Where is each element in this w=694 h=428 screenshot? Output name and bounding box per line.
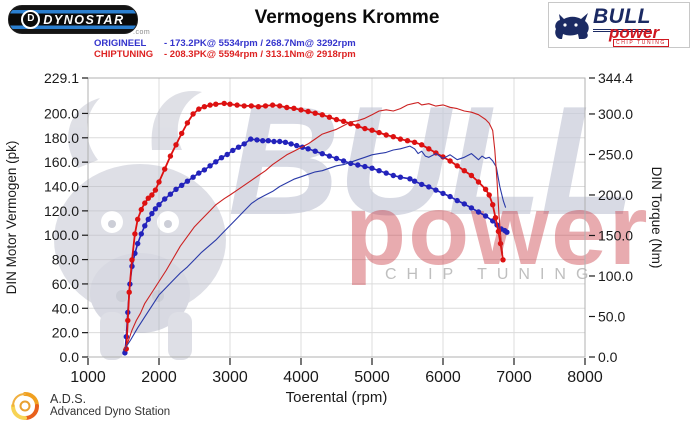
svg-text:40.0: 40.0 (52, 300, 79, 316)
svg-text:180.0: 180.0 (44, 130, 79, 146)
svg-text:5000: 5000 (354, 369, 390, 386)
bull-icon (555, 13, 589, 39)
bullpower-chip-tuning-text: CHIP TUNING (613, 39, 669, 47)
dynostar-domain-text: .com (133, 29, 151, 36)
y-axis-left-title: DIN Motor Vermogen (pk) (4, 141, 19, 295)
svg-text:6000: 6000 (425, 369, 461, 386)
svg-text:100.0: 100.0 (44, 227, 79, 243)
svg-text:0.0: 0.0 (60, 349, 80, 365)
plot-layer: 229.1 200.0 180.0 160.0 140.0 120.0 100.0 80.0 6… (4, 70, 664, 406)
svg-text:120.0: 120.0 (44, 203, 79, 219)
axes-layer: 229.1 200.0 180.0 160.0 140.0 120.0 100.0 80.0 6… (4, 70, 664, 406)
series-origineel-power-pk (122, 145, 507, 352)
svg-text:250.0: 250.0 (598, 146, 633, 162)
x-axis-title: Toerental (rpm) (286, 389, 388, 406)
ads-logo: A.D.S. Advanced Dyno Station (8, 389, 170, 423)
dynostar-d-emblem: D (21, 10, 41, 29)
svg-text:344.4: 344.4 (598, 70, 633, 86)
watermark-layer: BULL power CHIP TUNING (54, 74, 647, 360)
dynostar-logo-text: DYNOSTAR (43, 12, 125, 27)
svg-text:300.0: 300.0 (598, 106, 633, 122)
svg-text:200.0: 200.0 (44, 105, 79, 121)
svg-text:60.0: 60.0 (52, 276, 79, 292)
ads-abbr-text: A.D.S. (50, 392, 87, 406)
ads-swirl-icon (11, 392, 39, 420)
svg-text:0.0: 0.0 (598, 349, 618, 365)
dynostar-logo: D DYNOSTAR (8, 5, 138, 34)
y-axis-right-title: DIN Torque (Nm) (649, 167, 664, 269)
svg-text:8000: 8000 (567, 369, 603, 386)
svg-text:1000: 1000 (70, 369, 106, 386)
svg-text:3000: 3000 (212, 369, 248, 386)
ads-full-text: Advanced Dyno Station (50, 406, 171, 418)
series-chiptuning-torque-nm (123, 100, 506, 352)
svg-text:80.0: 80.0 (52, 252, 79, 268)
chip-tuning-watermark-text: CHIP TUNING (385, 266, 598, 283)
svg-text:20.0: 20.0 (52, 325, 79, 341)
svg-text:50.0: 50.0 (598, 308, 625, 324)
svg-text:4000: 4000 (283, 369, 319, 386)
bull-watermark-text: BULL (228, 74, 633, 247)
legend-row-chiptuning: CHIPTUNING - 208.3PK@ 5594rpm / 313.1Nm@ … (94, 49, 356, 60)
svg-text:7000: 7000 (496, 369, 532, 386)
series-chiptuning-power-pk (122, 101, 504, 351)
svg-text:100.0: 100.0 (598, 268, 633, 284)
svg-text:229.1: 229.1 (44, 70, 79, 86)
chart-legend: ORIGINEEL - 173.2PK@ 5534rpm / 268.7Nm@ 3… (94, 38, 356, 60)
bullpower-bull-text: BULL (593, 5, 651, 32)
bull-watermark-image (54, 91, 226, 360)
bullpower-logo: BULL power CHIP TUNING (548, 2, 690, 48)
svg-text:2000: 2000 (141, 369, 177, 386)
svg-text:200.0: 200.0 (598, 187, 633, 203)
legend-row-origineel: ORIGINEEL - 173.2PK@ 5534rpm / 268.7Nm@ 3… (94, 38, 356, 49)
page-title: Vermogens Kromme (254, 7, 440, 28)
svg-text:150.0: 150.0 (598, 227, 633, 243)
bullpower-power-text: power (609, 23, 660, 42)
svg-text:140.0: 140.0 (44, 179, 79, 195)
svg-text:160.0: 160.0 (44, 154, 79, 170)
